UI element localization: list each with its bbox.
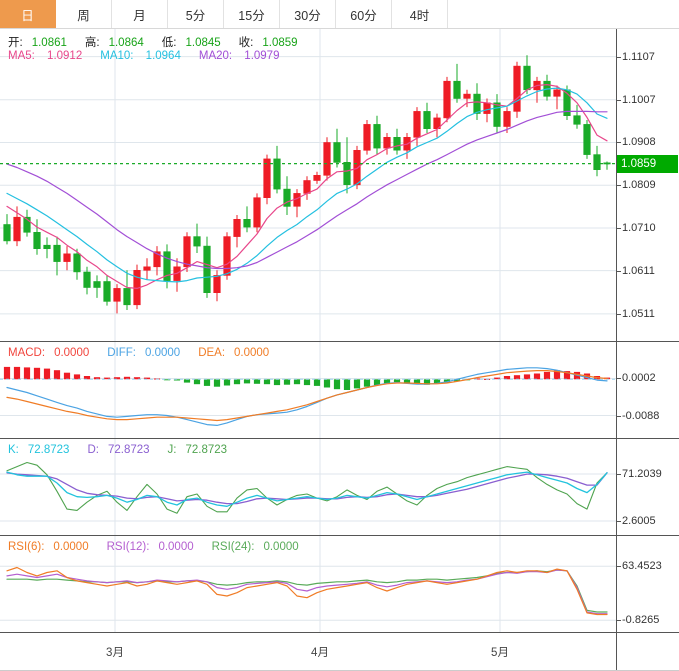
kdj-plot	[0, 439, 616, 535]
kdj-axis-divider	[616, 439, 617, 535]
time-axis-label: 3月	[106, 647, 124, 659]
rsi-axis-divider	[616, 536, 617, 632]
axis-tick	[616, 473, 621, 475]
axis-tick	[616, 99, 621, 101]
period-tab-3[interactable]: 5分	[168, 0, 224, 28]
price-panel[interactable]: 开: 1.0861 高: 1.0864 低: 1.0845 收: 1.0859 MA5: 1.…	[0, 29, 679, 342]
kdj-panel[interactable]: K: 72.8723 D: 72.8723 J: 72.8723 71.2039 2.600…	[0, 439, 679, 536]
axis-tick	[616, 270, 621, 272]
price-axis-divider	[616, 29, 617, 341]
axis-tick	[616, 566, 621, 568]
period-tab-4[interactable]: 15分	[224, 0, 280, 28]
axis-tick	[616, 185, 621, 187]
time-axis-divider	[616, 633, 617, 670]
period-tab-bar: 日周月 5分 15分 30分 60分 4时	[0, 0, 679, 29]
axis-tick	[616, 142, 621, 144]
rsi-panel[interactable]: RSI(6): 0.0000 RSI(12): 0.0000 RSI(24): 0.000…	[0, 536, 679, 633]
candlestick-plot	[0, 29, 616, 341]
period-tab-1[interactable]: 周	[56, 0, 112, 28]
macd-panel[interactable]: MACD: 0.0000 DIFF: 0.0000 DEA: 0.0000 0.0002-…	[0, 342, 679, 439]
period-tab-7[interactable]: 4时	[392, 0, 448, 28]
time-axis: 3月 4月 5月	[0, 633, 679, 671]
current-price-tag: 1.0859	[617, 154, 678, 173]
period-tab-0[interactable]: 日	[0, 0, 56, 28]
axis-tick	[616, 520, 621, 522]
macd-axis-divider	[616, 342, 617, 438]
period-tab-5[interactable]: 30分	[280, 0, 336, 28]
axis-tick	[616, 227, 621, 229]
macd-plot	[0, 342, 616, 438]
chart-frame: 开: 1.0861 高: 1.0864 低: 1.0845 收: 1.0859 MA5: 1.…	[0, 29, 679, 671]
axis-tick	[616, 56, 621, 58]
time-axis-label: 5月	[491, 647, 509, 659]
period-tab-6[interactable]: 60分	[336, 0, 392, 28]
rsi-plot	[0, 536, 616, 632]
axis-tick	[616, 378, 621, 380]
axis-tick	[616, 313, 621, 315]
axis-tick	[616, 620, 621, 622]
tab-bar-filler	[448, 0, 679, 28]
axis-tick	[616, 415, 621, 417]
time-axis-label: 4月	[311, 647, 329, 659]
period-tab-2[interactable]: 月	[112, 0, 168, 28]
